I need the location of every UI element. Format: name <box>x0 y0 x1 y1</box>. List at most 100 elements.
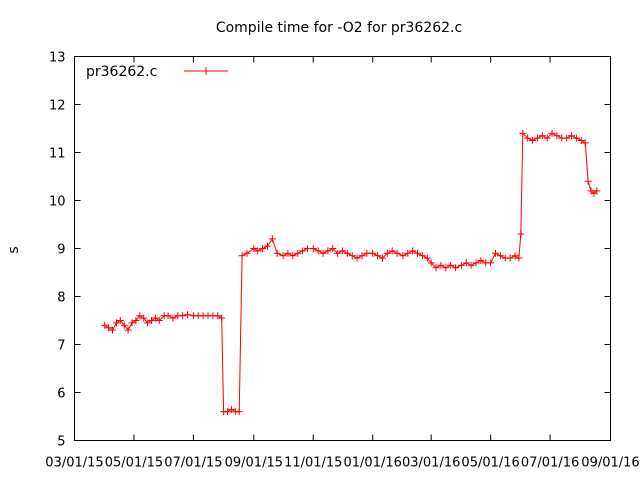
data-point <box>218 314 226 322</box>
data-point <box>581 139 589 147</box>
data-point <box>593 187 601 195</box>
data-point <box>124 326 132 334</box>
data-point <box>259 245 267 252</box>
data-point <box>329 245 337 252</box>
y-tick-label: 6 <box>57 387 65 402</box>
chart-title: Compile time for -O2 for pr36262.c <box>216 20 462 36</box>
data-point <box>437 261 445 269</box>
y-tick-label: 8 <box>57 291 65 306</box>
data-point <box>120 321 128 329</box>
data-point <box>339 247 346 255</box>
data-point <box>238 252 246 260</box>
data-point <box>442 264 450 272</box>
data-point <box>284 249 292 257</box>
x-tick-label: 01/01/16 <box>344 456 402 471</box>
data-point <box>506 254 514 262</box>
data-point <box>144 319 152 327</box>
data-point <box>243 249 251 257</box>
data-point <box>414 249 422 257</box>
data-point <box>289 252 297 260</box>
data-point <box>447 261 455 269</box>
x-tick-label: 03/01/15 <box>45 456 103 471</box>
data-point <box>572 134 580 142</box>
data-point <box>404 249 412 257</box>
data-point <box>224 408 232 416</box>
legend: pr36262.c <box>86 64 228 80</box>
data-point <box>235 408 243 416</box>
data-point <box>109 326 117 334</box>
data-point <box>101 321 109 329</box>
data-point <box>179 312 187 320</box>
data-point <box>529 137 537 144</box>
data-point <box>164 312 172 320</box>
data-point <box>358 252 366 260</box>
data-point <box>303 245 311 252</box>
y-tick-label: 5 <box>57 435 65 450</box>
data-point <box>378 254 386 262</box>
data-point <box>511 252 519 260</box>
data-point <box>314 247 322 255</box>
data-point <box>517 230 525 238</box>
data-point <box>363 249 371 257</box>
x-tick-label: 07/01/16 <box>521 456 579 471</box>
data-point <box>393 249 401 257</box>
data-point <box>432 264 440 272</box>
data-point <box>533 134 541 142</box>
data-point <box>279 252 287 260</box>
data-point <box>543 134 551 142</box>
x-tick-label: 05/01/15 <box>105 456 163 471</box>
data-point <box>538 132 546 140</box>
y-tick-label: 7 <box>57 339 65 354</box>
data-point <box>457 261 465 269</box>
data-point <box>519 129 527 137</box>
y-tick-label: 10 <box>49 195 66 210</box>
data-point <box>169 314 177 322</box>
data-point <box>334 249 342 257</box>
data-point <box>577 137 585 144</box>
data-point <box>369 249 377 257</box>
data-point <box>348 252 356 260</box>
data-point <box>477 257 485 264</box>
legend-label: pr36262.c <box>86 64 157 80</box>
data-point <box>227 405 235 413</box>
data-point <box>524 134 532 142</box>
series-line <box>104 132 598 413</box>
data-point <box>427 259 435 267</box>
y-tick-label: 13 <box>49 51 66 66</box>
legend-point-marker <box>202 67 210 75</box>
data-point <box>584 177 592 185</box>
data-point <box>147 317 155 324</box>
data-point <box>324 247 332 255</box>
data-point <box>151 314 159 322</box>
data-point <box>214 312 222 320</box>
data-point <box>184 311 192 319</box>
data-point <box>116 317 124 324</box>
data-point <box>548 129 556 137</box>
data-point <box>136 312 144 320</box>
data-point <box>250 245 258 252</box>
data-point <box>353 254 361 262</box>
x-tick-label: 03/01/16 <box>402 456 460 471</box>
data-point <box>294 249 302 257</box>
data-point <box>568 132 576 140</box>
data-point <box>155 317 163 324</box>
series-pr36262 <box>101 129 601 416</box>
data-point <box>128 319 136 327</box>
data-point <box>268 235 276 243</box>
data-point <box>343 249 351 257</box>
data-point <box>462 259 470 267</box>
y-tick-label: 12 <box>49 99 66 114</box>
data-point <box>553 132 561 140</box>
data-point <box>140 314 148 322</box>
x-tick-label: 07/01/15 <box>164 456 222 471</box>
data-point <box>309 245 317 252</box>
y-axis-label: s <box>6 246 22 253</box>
data-point <box>263 242 271 250</box>
data-point <box>452 264 460 272</box>
data-point <box>487 259 495 267</box>
data-point <box>112 319 120 327</box>
data-point <box>418 252 426 260</box>
y-axis: 5 6 7 8 9 10 11 12 13 <box>49 51 611 450</box>
data-point <box>496 252 504 260</box>
